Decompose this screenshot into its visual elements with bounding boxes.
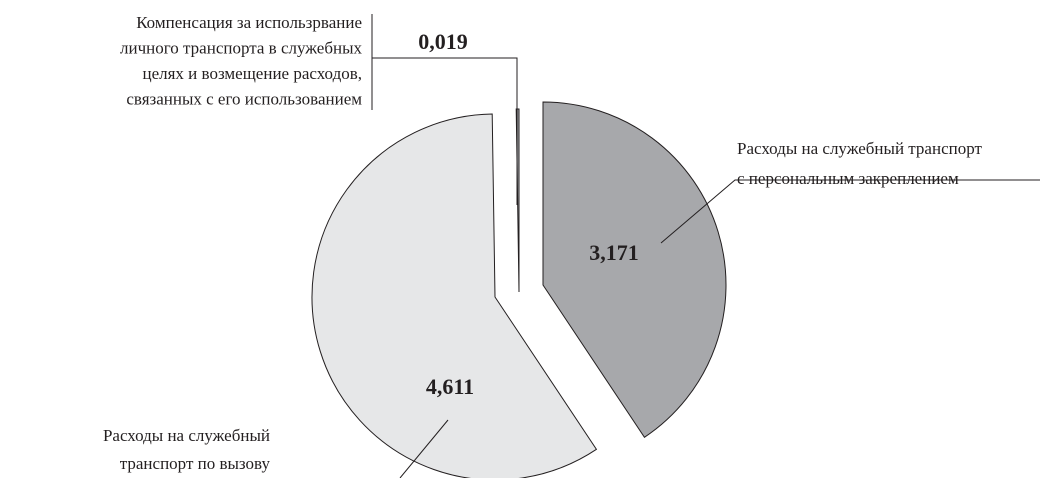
value-label: 3,171: [589, 240, 639, 265]
value-label: 0,019: [418, 29, 468, 54]
slice-label: Компенсация за использрвание личного тран…: [120, 13, 362, 109]
leader-line: [372, 57, 518, 205]
pie-slice: [311, 113, 598, 478]
slice-label: Расходы на служебный транспорт по вызову: [103, 426, 271, 473]
leader-line: [399, 419, 449, 478]
pie: [311, 101, 727, 478]
leader-line: [660, 179, 1040, 244]
value-label: 4,611: [426, 374, 474, 399]
pie-slice: [542, 101, 727, 439]
slice-label: Расходы на служебный транспорт с персонал…: [737, 139, 982, 188]
